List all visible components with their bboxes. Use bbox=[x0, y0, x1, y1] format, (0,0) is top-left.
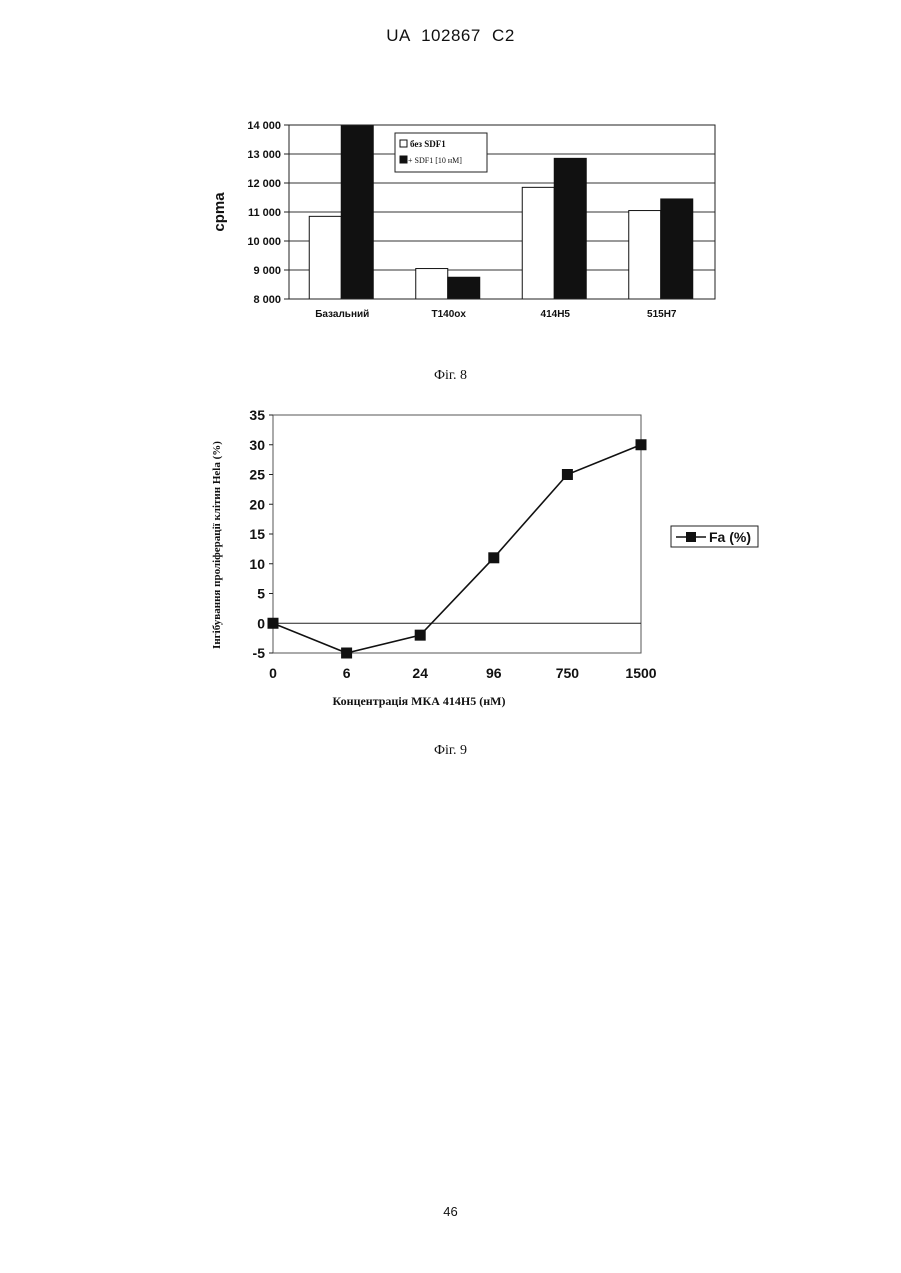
line-chart-point bbox=[488, 552, 499, 563]
line-chart-y-tick-label: 30 bbox=[249, 437, 265, 453]
line-chart-y-axis-label: Інгібування проліферації клітин Hela (%) bbox=[211, 441, 223, 649]
line-chart-y-tick-label: 25 bbox=[249, 467, 265, 483]
line-chart-x-tick-label: 1500 bbox=[625, 665, 656, 681]
line-chart-points bbox=[268, 439, 647, 658]
line-chart-point bbox=[636, 439, 647, 450]
line-chart-y-tick-label: -5 bbox=[253, 645, 266, 661]
line-chart-x-axis-label: Концентрація МКА 414H5 (нМ) bbox=[333, 694, 506, 708]
line-chart-y-tick-label: 5 bbox=[257, 586, 265, 602]
line-chart-fig9: -505101520253035 0624967501500 Інгібуван… bbox=[0, 0, 901, 740]
line-chart-y-tick-label: 20 bbox=[249, 496, 265, 512]
line-chart-legend-marker bbox=[686, 532, 696, 542]
line-chart-y-tick-label: 35 bbox=[249, 407, 265, 423]
line-chart-x-tick-label: 6 bbox=[343, 665, 351, 681]
line-chart-point bbox=[341, 648, 352, 659]
line-chart-x-tick-label: 96 bbox=[486, 665, 502, 681]
figure-caption-fig9: Фіг. 9 bbox=[0, 743, 901, 759]
line-chart-x-ticks: 0 6 24 96 750 1500 bbox=[269, 665, 657, 681]
line-chart-y-tick-label: 15 bbox=[249, 526, 265, 542]
line-chart-x-tick-label: 0 bbox=[269, 665, 277, 681]
line-chart-y-tick-label: 10 bbox=[249, 556, 265, 572]
line-chart-point bbox=[562, 469, 573, 480]
line-chart-x-tick-label: 24 bbox=[412, 665, 428, 681]
line-chart-y-tick-label: 0 bbox=[257, 615, 265, 631]
page-number: 46 bbox=[0, 1204, 901, 1219]
line-chart-point bbox=[415, 630, 426, 641]
line-chart-point bbox=[268, 618, 279, 629]
line-chart-legend: Fa (%) bbox=[671, 526, 758, 547]
line-chart-legend-label: Fa (%) bbox=[709, 529, 751, 545]
line-chart-x-tick-label: 750 bbox=[556, 665, 580, 681]
line-chart-plot-frame bbox=[273, 415, 641, 653]
line-chart-series-line bbox=[273, 445, 641, 653]
